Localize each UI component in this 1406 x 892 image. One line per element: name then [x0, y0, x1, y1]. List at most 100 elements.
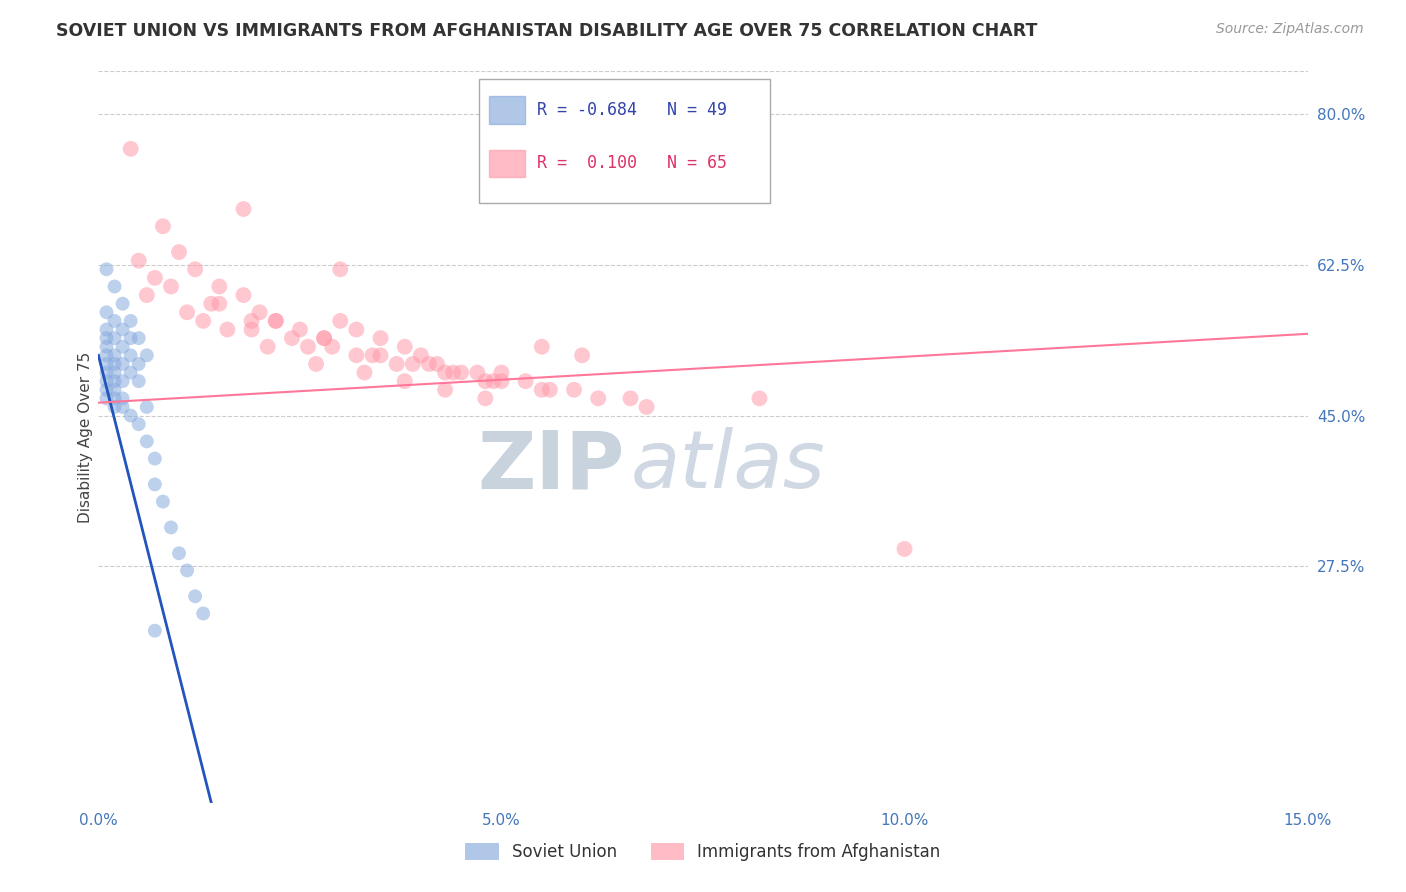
- Point: [152, 494, 174, 508]
- Point: [193, 607, 215, 621]
- Point: [120, 331, 142, 345]
- Point: [128, 253, 150, 268]
- Point: [128, 417, 150, 432]
- Point: [135, 288, 157, 302]
- Point: [143, 477, 166, 491]
- Point: [111, 400, 134, 414]
- Point: [538, 383, 561, 397]
- Point: [208, 296, 231, 310]
- Point: [103, 357, 125, 371]
- Point: [120, 348, 142, 362]
- Point: [128, 374, 150, 388]
- Point: [103, 279, 125, 293]
- Point: [103, 400, 125, 414]
- Point: [434, 383, 457, 397]
- FancyBboxPatch shape: [479, 78, 769, 203]
- Point: [135, 348, 157, 362]
- Point: [491, 374, 513, 388]
- Point: [748, 392, 770, 406]
- Point: [96, 348, 118, 362]
- Point: [120, 142, 142, 156]
- Point: [143, 271, 166, 285]
- Point: [482, 374, 505, 388]
- Point: [111, 296, 134, 310]
- Point: [434, 366, 457, 380]
- Point: [394, 374, 416, 388]
- Point: [96, 392, 118, 406]
- Point: [103, 383, 125, 397]
- Point: [491, 366, 513, 380]
- Point: [128, 357, 150, 371]
- Point: [128, 331, 150, 345]
- Point: [120, 314, 142, 328]
- Point: [530, 340, 553, 354]
- Point: [111, 322, 134, 336]
- Point: [111, 374, 134, 388]
- Point: [441, 366, 464, 380]
- Point: [530, 383, 553, 397]
- Point: [409, 348, 432, 362]
- Point: [96, 322, 118, 336]
- Point: [893, 541, 915, 556]
- Bar: [489, 96, 526, 124]
- Point: [288, 322, 311, 336]
- Point: [474, 374, 496, 388]
- Point: [96, 357, 118, 371]
- Point: [103, 348, 125, 362]
- Point: [240, 322, 263, 336]
- Point: [256, 340, 278, 354]
- Point: [193, 314, 215, 328]
- Point: [515, 374, 537, 388]
- Point: [586, 392, 609, 406]
- Point: [111, 392, 134, 406]
- Point: [96, 366, 118, 380]
- Point: [96, 305, 118, 319]
- Point: [143, 451, 166, 466]
- Point: [361, 348, 384, 362]
- Point: [264, 314, 287, 328]
- Point: [402, 357, 425, 371]
- Point: [103, 331, 125, 345]
- Point: [96, 383, 118, 397]
- Point: [370, 348, 392, 362]
- Point: [562, 383, 585, 397]
- Point: [418, 357, 440, 371]
- Text: ZIP: ZIP: [477, 427, 624, 506]
- Point: [120, 409, 142, 423]
- Point: [160, 520, 183, 534]
- Point: [208, 279, 231, 293]
- Point: [281, 331, 304, 345]
- Point: [321, 340, 343, 354]
- Point: [305, 357, 328, 371]
- Point: [135, 400, 157, 414]
- Point: [217, 322, 239, 336]
- Point: [249, 305, 271, 319]
- Point: [96, 331, 118, 345]
- Point: [344, 322, 367, 336]
- Text: Source: ZipAtlas.com: Source: ZipAtlas.com: [1216, 22, 1364, 37]
- Point: [167, 245, 190, 260]
- Point: [370, 331, 392, 345]
- Point: [184, 262, 207, 277]
- Point: [111, 357, 134, 371]
- Point: [96, 374, 118, 388]
- Bar: [489, 150, 526, 178]
- Point: [167, 546, 190, 560]
- Point: [426, 357, 449, 371]
- Point: [474, 392, 496, 406]
- Text: R =  0.100   N = 65: R = 0.100 N = 65: [537, 153, 727, 172]
- Point: [297, 340, 319, 354]
- Point: [394, 340, 416, 354]
- Point: [314, 331, 336, 345]
- Point: [184, 589, 207, 603]
- Point: [103, 314, 125, 328]
- Point: [385, 357, 408, 371]
- Legend: Soviet Union, Immigrants from Afghanistan: Soviet Union, Immigrants from Afghanista…: [458, 836, 948, 868]
- Point: [329, 314, 352, 328]
- Point: [465, 366, 488, 380]
- Point: [152, 219, 174, 234]
- Point: [176, 564, 198, 578]
- Point: [143, 624, 166, 638]
- Point: [232, 288, 254, 302]
- Point: [353, 366, 375, 380]
